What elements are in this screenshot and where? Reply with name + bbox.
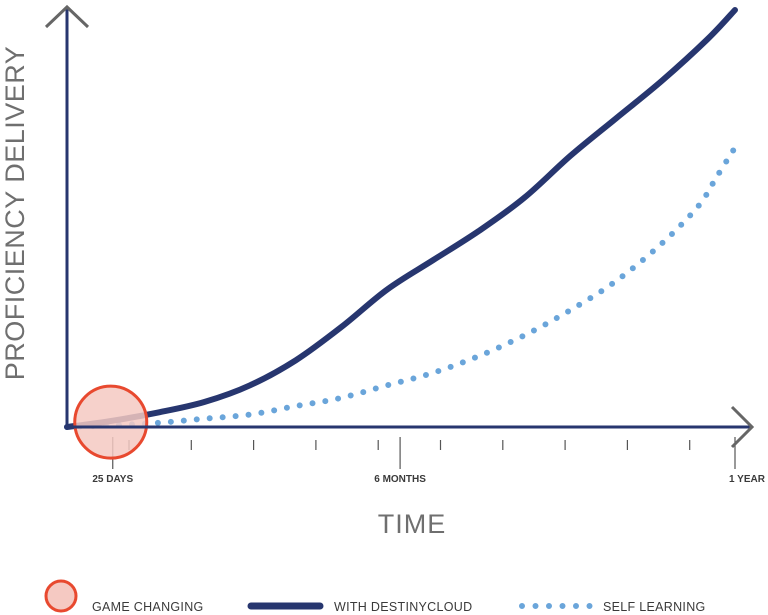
legend-label-with-destinycloud: WITH DESTINYCLOUD: [334, 600, 472, 614]
y-axis-title: PROFICIENCY DELIVERY: [0, 46, 30, 381]
y-axis-arrowhead: [44, 4, 90, 29]
plot-layer: 25 DAYS 6 MONTHS 1 YEAR: [44, 4, 766, 485]
series-line-with-destinycloud: [64, 7, 738, 430]
x-axis-arrowhead: [730, 405, 755, 449]
x-axis-tick-labels: 25 DAYS 6 MONTHS 1 YEAR: [92, 474, 765, 485]
legend-item-self-learning: SELF LEARNING: [519, 600, 706, 614]
legend: GAME CHANGING WITH DESTINYCLOUD SELF LEA…: [44, 579, 706, 614]
x-axis-title: TIME: [378, 509, 447, 539]
legend-circle-symbol: [44, 579, 78, 613]
series-line-self-learning: [64, 144, 738, 430]
x-tick-label: 1 YEAR: [729, 474, 766, 485]
x-axis-ticks: [112, 437, 736, 469]
legend-label-game-changing: GAME CHANGING: [92, 600, 204, 614]
game-changing-marker: [73, 384, 149, 460]
x-tick-label: 6 MONTHS: [374, 474, 426, 485]
legend-item-game-changing: GAME CHANGING: [44, 579, 204, 614]
legend-label-self-learning: SELF LEARNING: [603, 600, 706, 614]
x-tick-label: 25 DAYS: [92, 474, 133, 485]
legend-item-with-destinycloud: WITH DESTINYCLOUD: [247, 600, 472, 614]
